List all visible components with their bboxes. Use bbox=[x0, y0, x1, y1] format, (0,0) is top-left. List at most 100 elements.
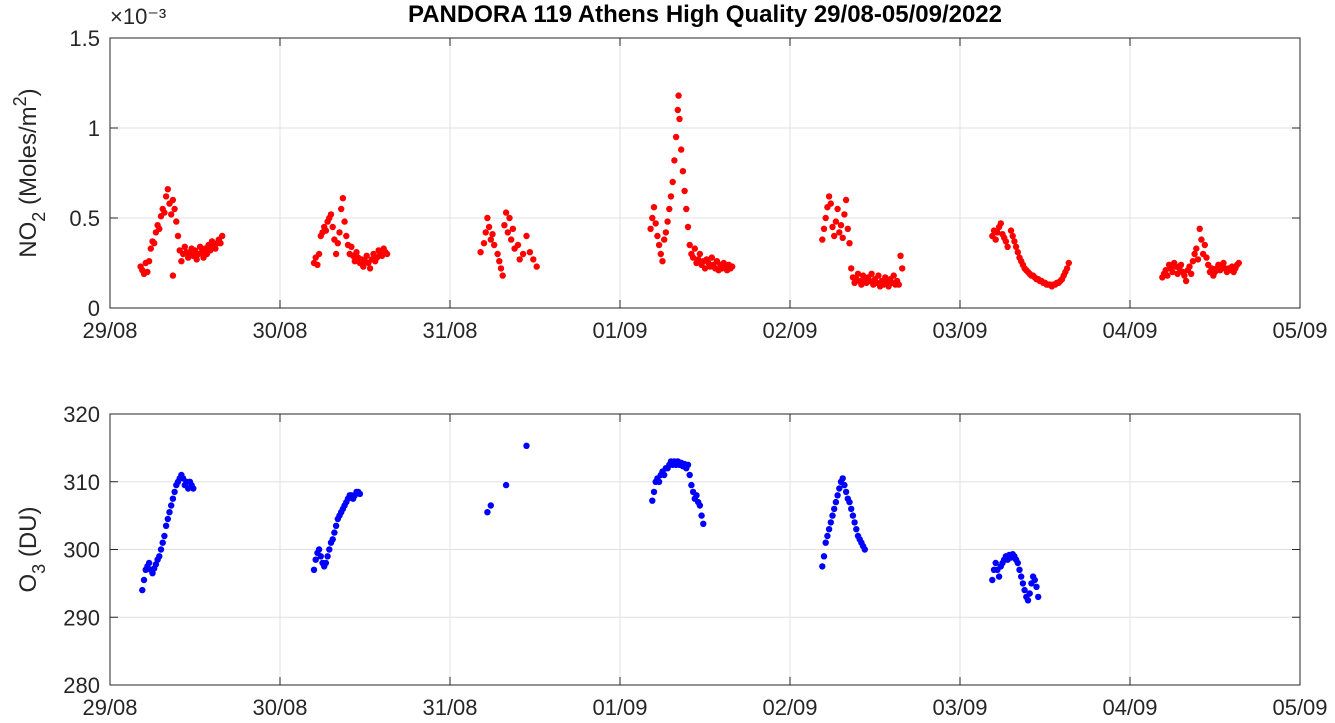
data-point bbox=[363, 252, 370, 259]
data-point bbox=[683, 205, 690, 213]
y-tick-label: 1.5 bbox=[69, 26, 100, 51]
data-point bbox=[890, 272, 897, 279]
data-point bbox=[1016, 566, 1023, 573]
data-point bbox=[494, 250, 501, 258]
data-point bbox=[169, 196, 177, 204]
data-point bbox=[144, 268, 151, 276]
data-point bbox=[1014, 249, 1021, 256]
data-point bbox=[1193, 245, 1200, 252]
data-point bbox=[832, 498, 840, 506]
x-tick-label: 30/08 bbox=[252, 318, 307, 343]
data-point bbox=[1024, 597, 1032, 604]
x-tick-label: 30/08 bbox=[252, 695, 307, 720]
data-point bbox=[667, 193, 675, 200]
data-point bbox=[497, 265, 505, 272]
data-point bbox=[861, 546, 868, 553]
data-point bbox=[329, 536, 336, 543]
data-point bbox=[1164, 272, 1171, 279]
data-point bbox=[508, 236, 515, 243]
data-point bbox=[329, 223, 336, 231]
data-point bbox=[174, 232, 182, 240]
data-point bbox=[322, 227, 330, 234]
data-point bbox=[664, 218, 671, 225]
data-point bbox=[506, 214, 513, 222]
y-axis-label: O3 (DU) bbox=[15, 506, 49, 592]
y-tick-label: 320 bbox=[63, 402, 100, 427]
data-point bbox=[360, 263, 367, 270]
data-point bbox=[997, 220, 1004, 227]
data-point bbox=[827, 519, 834, 526]
data-point bbox=[649, 214, 656, 222]
data-points bbox=[137, 92, 1243, 290]
x-tick-label: 01/09 bbox=[592, 318, 647, 343]
data-point bbox=[839, 234, 846, 241]
data-point bbox=[1009, 232, 1016, 240]
data-point bbox=[1198, 236, 1205, 243]
data-point bbox=[1014, 559, 1021, 567]
data-point bbox=[700, 520, 707, 527]
data-point bbox=[688, 481, 695, 489]
data-point bbox=[666, 205, 673, 213]
data-point bbox=[334, 240, 341, 247]
data-point bbox=[482, 229, 489, 236]
data-point bbox=[312, 556, 319, 563]
data-point bbox=[842, 488, 850, 496]
data-point bbox=[1012, 243, 1020, 250]
data-point bbox=[164, 515, 171, 523]
data-point bbox=[169, 495, 177, 502]
data-point bbox=[895, 281, 902, 288]
data-point bbox=[659, 258, 666, 265]
data-point bbox=[326, 546, 333, 553]
data-point bbox=[509, 225, 517, 232]
x-tick-label: 03/09 bbox=[932, 318, 987, 343]
data-point bbox=[317, 553, 324, 560]
y-axis-label: NO2 (Moles/m2) bbox=[10, 88, 49, 257]
data-point bbox=[164, 186, 171, 193]
data-point bbox=[1177, 261, 1185, 268]
data-point bbox=[514, 241, 522, 249]
data-point bbox=[193, 256, 200, 263]
data-point bbox=[480, 240, 488, 247]
data-point bbox=[173, 218, 180, 225]
data-points bbox=[139, 442, 1042, 604]
data-point bbox=[310, 566, 318, 573]
data-point bbox=[829, 223, 836, 231]
data-point bbox=[162, 193, 170, 200]
data-point bbox=[661, 471, 668, 479]
data-point bbox=[196, 243, 204, 250]
y-tick-label: 280 bbox=[63, 673, 100, 698]
data-point bbox=[696, 502, 704, 509]
data-point bbox=[829, 512, 836, 519]
o3-panel: 29/08 30/08 31/08 01/09 02/09 03/09 04/09 05/09… bbox=[15, 402, 1328, 720]
data-point bbox=[841, 481, 848, 489]
data-point bbox=[166, 509, 173, 516]
data-point bbox=[1065, 259, 1073, 267]
data-point bbox=[647, 225, 654, 232]
data-point bbox=[853, 526, 860, 533]
data-point bbox=[383, 250, 391, 258]
data-point bbox=[696, 250, 704, 258]
data-point bbox=[315, 250, 323, 258]
data-point bbox=[842, 196, 850, 204]
x-tick-label: 02/09 bbox=[762, 318, 817, 343]
x-tick-label: 31/08 bbox=[422, 695, 477, 720]
data-point bbox=[157, 546, 165, 553]
axes-box bbox=[109, 37, 1301, 309]
data-point bbox=[1182, 277, 1190, 285]
data-point bbox=[1063, 265, 1071, 272]
data-point bbox=[652, 220, 659, 227]
data-point bbox=[674, 106, 681, 114]
data-point bbox=[851, 519, 858, 526]
data-point bbox=[151, 240, 158, 247]
x-tick-label: 05/09 bbox=[1272, 695, 1327, 720]
data-point bbox=[819, 236, 826, 243]
data-point bbox=[848, 505, 855, 513]
data-point bbox=[208, 238, 216, 245]
data-point bbox=[1019, 580, 1027, 587]
data-point bbox=[841, 211, 848, 218]
data-point bbox=[691, 245, 698, 252]
data-point bbox=[526, 249, 534, 256]
data-point bbox=[701, 265, 709, 272]
data-point bbox=[331, 529, 338, 536]
